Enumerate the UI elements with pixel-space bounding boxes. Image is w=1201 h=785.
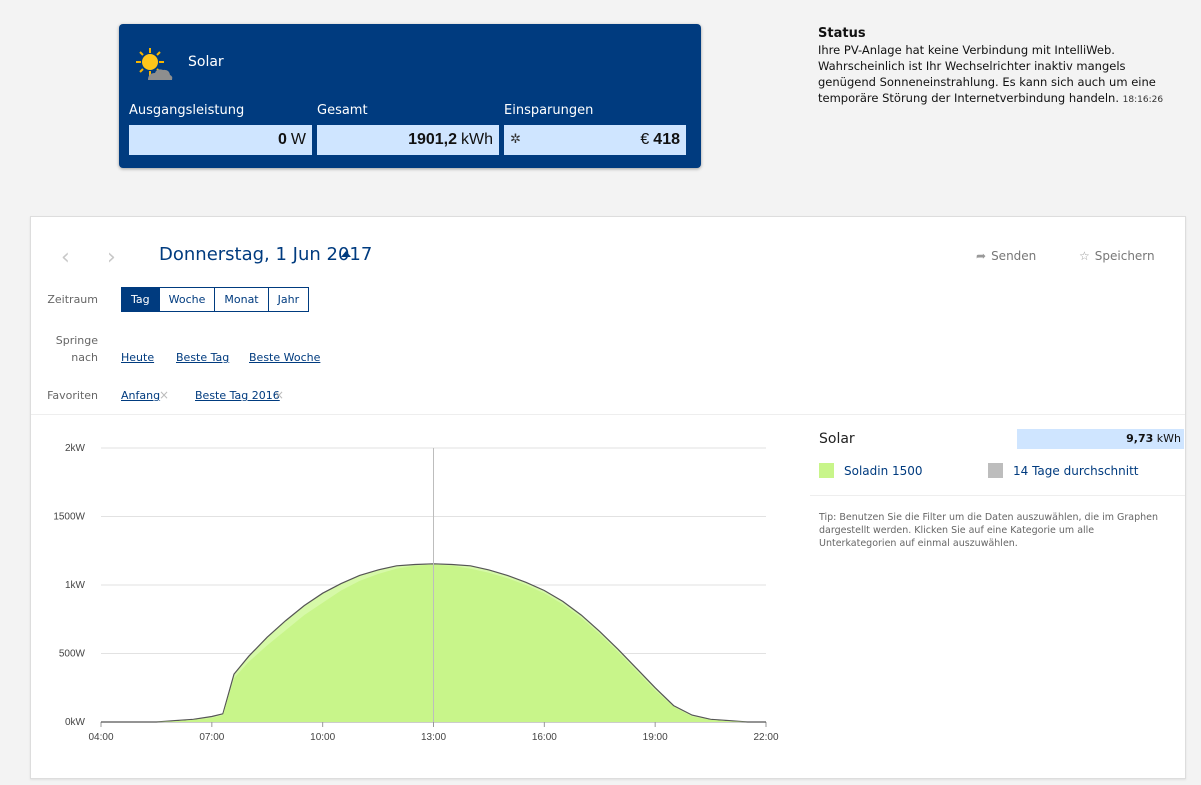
remove-favorite-anfang-icon[interactable]: × (159, 388, 170, 402)
savings-value-box: ✲ € 418 (504, 125, 686, 155)
output-value: 0 (277, 131, 287, 148)
status-text: Ihre PV-Anlage hat keine Verbindung mit … (818, 43, 1156, 105)
jump-heute-link[interactable]: Heute (121, 351, 155, 364)
status-time: 18:16:26 (1122, 95, 1164, 105)
nach-label: nach (71, 351, 98, 364)
sun-cloud-icon (136, 48, 173, 80)
savings-value: 418 (653, 131, 680, 148)
y-tick-label: 500W (59, 649, 86, 660)
status-panel: Status Ihre PV-Anlage hat keine Verbindu… (818, 26, 1178, 108)
zeitraum-label: Zeitraum (47, 293, 98, 306)
send-label: Senden (991, 249, 1037, 263)
solar-summary-card: Solar Ausgangsleistung Gesamt Einsparung… (119, 24, 701, 168)
x-tick-label: 07:00 (199, 732, 224, 743)
y-tick-label: 2kW (65, 443, 86, 454)
legend-label-average: 14 Tage durchschnitt (1013, 463, 1139, 478)
send-button[interactable]: ➦ Senden (976, 249, 1036, 263)
favorite-beste-tag-2016-link[interactable]: Beste Tag 2016 (195, 389, 280, 402)
legend-swatch-soladin (819, 463, 834, 478)
save-button[interactable]: ☆ Speichern (1079, 249, 1155, 263)
jump-beste-tag-link[interactable]: Beste Tag (176, 351, 230, 364)
chevron-left-icon[interactable]: ‹ (61, 245, 70, 270)
jump-beste-woche-link[interactable]: Beste Woche (249, 351, 321, 364)
output-label: Ausgangsleistung (129, 103, 245, 118)
output-unit: W (290, 131, 306, 148)
favoriten-label: Favoriten (47, 389, 98, 402)
share-arrow-icon: ➦ (976, 249, 987, 263)
y-tick-label: 1kW (65, 580, 86, 591)
period-woche[interactable]: Woche (158, 288, 215, 311)
legend-total: 9,73 kWh (1017, 429, 1184, 449)
savings-label: Einsparungen (504, 103, 594, 118)
x-tick-label: 19:00 (643, 732, 668, 743)
legend-divider (810, 495, 1185, 496)
remove-favorite-beste-tag-2016-icon[interactable]: × (274, 388, 285, 402)
caret-up-icon[interactable] (341, 251, 351, 257)
legend-item-soladin[interactable]: Soladin 1500 (819, 463, 923, 478)
total-value-box: 1901,2 kWh (317, 125, 499, 155)
period-jahr[interactable]: Jahr (267, 288, 309, 311)
legend-title: Solar (819, 431, 855, 447)
period-monat[interactable]: Monat (214, 288, 268, 311)
total-unit: kWh (461, 131, 493, 148)
total-label: Gesamt (317, 103, 368, 118)
legend-swatch-average (988, 463, 1003, 478)
y-tick-label: 0kW (65, 717, 86, 728)
favorite-anfang-link[interactable]: Anfang (121, 389, 161, 402)
star-icon: ☆ (1079, 249, 1090, 263)
x-tick-label: 16:00 (532, 732, 557, 743)
legend-total-unit: kWh (1156, 432, 1181, 445)
tip-text: Tip: Benutzen Sie die Filter um die Date… (819, 512, 1159, 549)
date-title[interactable]: Donnerstag, 1 Jun 2017 (159, 244, 373, 265)
legend-total-value: 9,73 (1126, 432, 1154, 445)
y-tick-label: 1500W (53, 512, 85, 523)
x-tick-label: 22:00 (753, 732, 778, 743)
legend-item-average[interactable]: 14 Tage durchschnitt (988, 463, 1139, 478)
energy-panel: ‹ › Donnerstag, 1 Jun 2017 ➦ Senden ☆ Spei… (30, 216, 1186, 779)
springe-label: Springe (55, 334, 98, 347)
x-tick-label: 10:00 (310, 732, 335, 743)
output-value-box: 0 W (129, 125, 312, 155)
solar-card-title: Solar (188, 54, 224, 70)
power-chart[interactable]: 0kW 500W 1kW 1500W 2kW 04:00 07:00 10:00 13:00 16… (31, 422, 791, 772)
chevron-right-icon[interactable]: › (107, 245, 116, 270)
period-tag[interactable]: Tag (122, 288, 159, 311)
savings-currency: € (640, 131, 650, 148)
legend-label-soladin: Soladin 1500 (844, 463, 923, 478)
x-tick-label: 04:00 (88, 732, 113, 743)
filter-divider (31, 414, 1185, 415)
save-label: Speichern (1094, 249, 1155, 263)
x-tick-label: 13:00 (421, 732, 446, 743)
status-title: Status (818, 26, 866, 41)
gear-icon[interactable]: ✲ (510, 131, 521, 146)
total-value: 1901,2 (408, 131, 457, 148)
period-selector: Tag Woche Monat Jahr (121, 287, 310, 312)
